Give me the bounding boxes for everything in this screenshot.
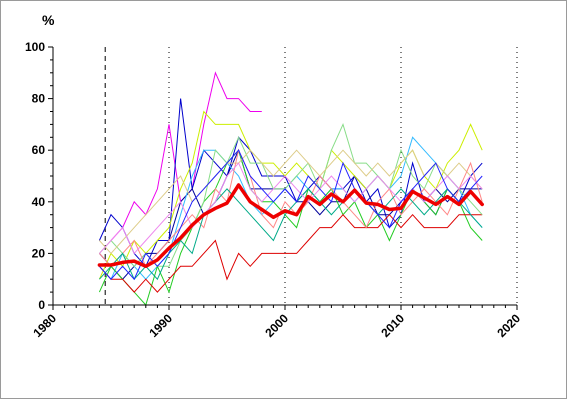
highlighted-series-line-0 (97, 183, 484, 269)
x-tick-label: 2020 (494, 311, 523, 340)
background-series-line-8 (99, 149, 483, 255)
y-tick-label: 100 (25, 40, 45, 54)
y-tick-label: 40 (32, 195, 46, 209)
y-tick-label: 20 (32, 246, 46, 260)
y-tick-label: 60 (32, 143, 46, 157)
x-tick-label: 2000 (262, 311, 291, 340)
y-tick-label: 80 (32, 92, 46, 106)
x-axis-ticks: 1980 1990 2000 2010 2020 (30, 305, 523, 340)
x-tick-label: 1990 (146, 311, 175, 340)
y-axis-unit-label: % (42, 12, 55, 28)
background-series-lines (98, 71, 483, 306)
x-tick-label: 1980 (30, 311, 59, 340)
highlighted-series-line (97, 183, 484, 269)
background-series-line-6 (99, 213, 483, 293)
x-tick-label: 2010 (378, 311, 407, 340)
y-axis-ticks: 0 20 40 60 80 100 (25, 40, 53, 312)
background-series-line-12 (99, 149, 483, 281)
background-series-line-10 (99, 188, 483, 281)
vertical-reference-lines (104, 47, 518, 305)
y-tick-label: 0 (38, 298, 45, 312)
